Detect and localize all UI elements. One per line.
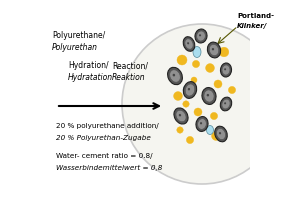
Ellipse shape xyxy=(176,110,186,122)
Ellipse shape xyxy=(183,85,191,95)
Text: Reaktion: Reaktion xyxy=(112,73,146,82)
Circle shape xyxy=(214,80,222,88)
Ellipse shape xyxy=(220,63,232,77)
Ellipse shape xyxy=(207,42,220,58)
Circle shape xyxy=(177,127,183,133)
Ellipse shape xyxy=(183,37,195,51)
Ellipse shape xyxy=(187,42,189,44)
Ellipse shape xyxy=(204,90,214,102)
Ellipse shape xyxy=(185,39,193,49)
Ellipse shape xyxy=(220,97,232,111)
Ellipse shape xyxy=(217,128,226,140)
Ellipse shape xyxy=(193,46,201,58)
Circle shape xyxy=(191,77,197,83)
Circle shape xyxy=(228,86,236,94)
Text: 20 % polyurethane addition/: 20 % polyurethane addition/ xyxy=(56,123,159,129)
Circle shape xyxy=(212,132,220,140)
Text: Polyurethane/: Polyurethane/ xyxy=(52,31,105,40)
Ellipse shape xyxy=(198,119,206,129)
Ellipse shape xyxy=(174,108,188,124)
Ellipse shape xyxy=(195,29,207,43)
Ellipse shape xyxy=(196,117,208,131)
Circle shape xyxy=(186,136,194,144)
Ellipse shape xyxy=(200,122,202,124)
Text: 20 % Polyurethan-Zugabe: 20 % Polyurethan-Zugabe xyxy=(56,135,151,141)
Ellipse shape xyxy=(224,68,226,70)
Ellipse shape xyxy=(207,94,209,96)
Circle shape xyxy=(177,55,187,65)
Circle shape xyxy=(210,112,218,120)
Ellipse shape xyxy=(188,88,190,90)
Text: Portland-: Portland- xyxy=(237,13,274,19)
Ellipse shape xyxy=(206,126,214,134)
Ellipse shape xyxy=(222,65,230,75)
Ellipse shape xyxy=(222,99,230,109)
Ellipse shape xyxy=(209,44,219,56)
Ellipse shape xyxy=(219,132,221,134)
Ellipse shape xyxy=(215,126,227,142)
Text: Wasserbindemittelwert = 0,8: Wasserbindemittelwert = 0,8 xyxy=(56,165,162,171)
Circle shape xyxy=(183,101,189,107)
Text: Polyurethan: Polyurethan xyxy=(52,44,98,52)
Circle shape xyxy=(206,64,214,72)
Text: Hydratation: Hydratation xyxy=(68,73,113,82)
Ellipse shape xyxy=(212,48,214,50)
Ellipse shape xyxy=(202,88,216,104)
Text: Water- cement ratio = 0.8/: Water- cement ratio = 0.8/ xyxy=(56,153,153,159)
Ellipse shape xyxy=(170,70,180,82)
Ellipse shape xyxy=(197,31,205,41)
Ellipse shape xyxy=(183,82,197,98)
Text: Hydration/: Hydration/ xyxy=(68,62,109,71)
Ellipse shape xyxy=(179,114,181,116)
Circle shape xyxy=(219,47,229,57)
Ellipse shape xyxy=(199,34,201,36)
Text: Klinker/: Klinker/ xyxy=(237,23,267,29)
Ellipse shape xyxy=(185,84,195,96)
Ellipse shape xyxy=(168,67,182,85)
Text: Reaction/: Reaction/ xyxy=(112,62,148,71)
Ellipse shape xyxy=(224,102,226,104)
Circle shape xyxy=(174,92,182,100)
Circle shape xyxy=(122,24,282,184)
Circle shape xyxy=(192,60,200,68)
Circle shape xyxy=(194,108,202,116)
Ellipse shape xyxy=(172,74,175,76)
